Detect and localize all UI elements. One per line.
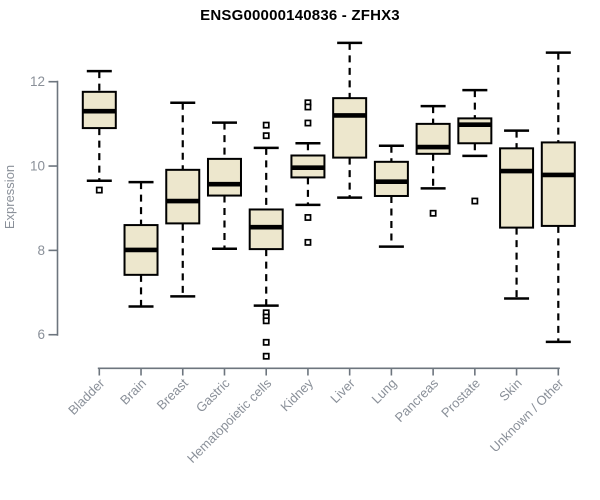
box-unknown-other [540,141,576,227]
y-tick-label-8: 8 [37,243,45,258]
outlier-kidney-1 [304,103,312,111]
y-tick-label-10: 10 [30,159,45,174]
outlier-hematopoietic-cells-6 [262,352,270,360]
outlier-hematopoietic-cells-5 [262,338,270,346]
box-breast [165,168,201,225]
x-tick-label-liver: Liver [327,375,358,406]
y-tick-label-6: 6 [37,327,45,342]
outlier-hematopoietic-cells-1 [262,132,270,140]
x-tick-label-skin: Skin [496,376,524,404]
outlier-kidney-4 [304,238,312,246]
box-prostate [457,117,493,145]
y-tick-label-12: 12 [30,74,45,89]
x-tick-label-breast: Breast [154,375,191,412]
outlier-hematopoietic-cells-4 [262,317,270,325]
x-tick-label-lung: Lung [368,376,399,407]
chart-title: ENSG00000140836 - ZFHX3 [200,7,400,24]
x-tick-label-unknown-other: Unknown / Other [487,375,567,455]
y-axis-title: Expression [2,165,17,229]
outlier-kidney-3 [304,214,312,221]
x-tick-label-brain: Brain [117,376,149,408]
outlier-hematopoietic-cells-0 [262,121,270,129]
x-tick-label-bladder: Bladder [65,375,108,418]
x-tick-label-prostate: Prostate [438,376,483,421]
outlier-prostate-0 [471,197,479,205]
box-gastric [206,157,242,197]
box-lung [373,160,409,197]
outlier-bladder-0 [95,186,103,194]
x-tick-label-kidney: Kidney [277,375,316,414]
x-tick-label-pancreas: Pancreas [392,375,442,425]
box-liver [332,97,368,159]
outlier-kidney-2 [304,119,312,127]
box-skin [499,147,535,229]
x-tick-label-gastric: Gastric [193,375,233,415]
outlier-pancreas-0 [429,209,437,217]
